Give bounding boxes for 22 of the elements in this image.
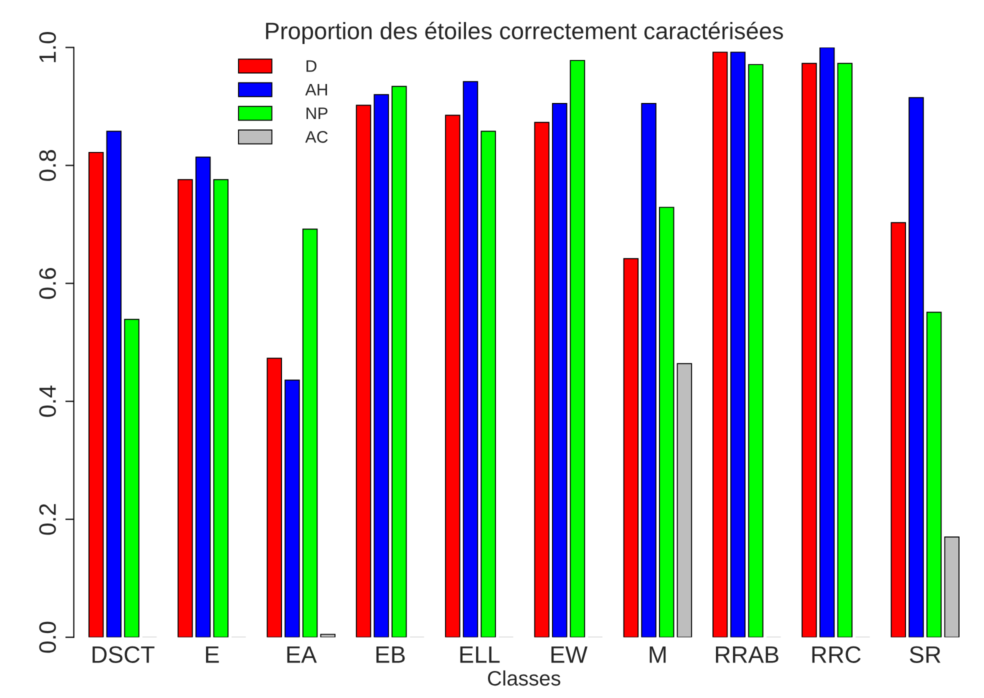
x-tick-label: DSCT bbox=[92, 646, 154, 663]
chart-title: Proportion des étoiles correctement caractérisées bbox=[266, 22, 783, 44]
y-tick-label: 0.6 bbox=[39, 268, 56, 299]
legend-label: NP bbox=[306, 108, 328, 120]
x-tick-label: M bbox=[650, 646, 666, 663]
x-axis-title: Classes bbox=[488, 670, 560, 686]
x-tick-label: ELL bbox=[460, 646, 500, 663]
y-tick-label: 0.8 bbox=[39, 150, 56, 181]
y-tick-label: 0.4 bbox=[39, 386, 56, 417]
x-tick-label: SR bbox=[910, 646, 940, 663]
legend-label: AH bbox=[305, 84, 327, 96]
x-tick-label: EW bbox=[551, 646, 588, 663]
legend-label: AC bbox=[305, 131, 328, 143]
y-tick-label: 0.2 bbox=[39, 504, 56, 535]
y-tick-label: 1.0 bbox=[39, 32, 56, 62]
x-tick-label: EA bbox=[287, 646, 317, 663]
x-tick-label: RRAB bbox=[716, 646, 778, 663]
x-tick-label: E bbox=[206, 646, 219, 663]
legend-label: D bbox=[306, 60, 316, 72]
x-tick-label: EB bbox=[376, 646, 405, 663]
y-tick-label: 0.0 bbox=[39, 622, 56, 653]
x-tick-label: RRC bbox=[812, 646, 861, 663]
